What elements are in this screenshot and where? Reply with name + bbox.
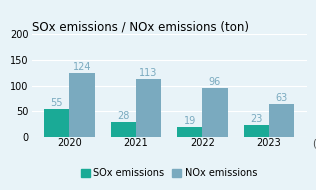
Bar bbox=[44, 109, 69, 137]
Text: SOx emissions / NOx emissions (ton): SOx emissions / NOx emissions (ton) bbox=[32, 20, 249, 33]
Bar bbox=[69, 73, 94, 137]
Legend: SOx emissions, NOx emissions: SOx emissions, NOx emissions bbox=[77, 164, 261, 182]
Text: 96: 96 bbox=[209, 77, 221, 86]
Text: 124: 124 bbox=[73, 62, 91, 72]
Text: 19: 19 bbox=[184, 116, 196, 126]
Bar bbox=[269, 105, 294, 137]
Text: 28: 28 bbox=[117, 111, 129, 121]
Bar bbox=[111, 122, 136, 137]
Bar bbox=[136, 79, 161, 137]
Text: 55: 55 bbox=[51, 97, 63, 108]
Bar bbox=[202, 88, 228, 137]
Text: 63: 63 bbox=[275, 93, 288, 104]
Text: 113: 113 bbox=[139, 68, 158, 78]
Text: 23: 23 bbox=[250, 114, 262, 124]
Text: (FY): (FY) bbox=[312, 138, 316, 148]
Bar bbox=[244, 125, 269, 137]
Bar bbox=[177, 127, 202, 137]
